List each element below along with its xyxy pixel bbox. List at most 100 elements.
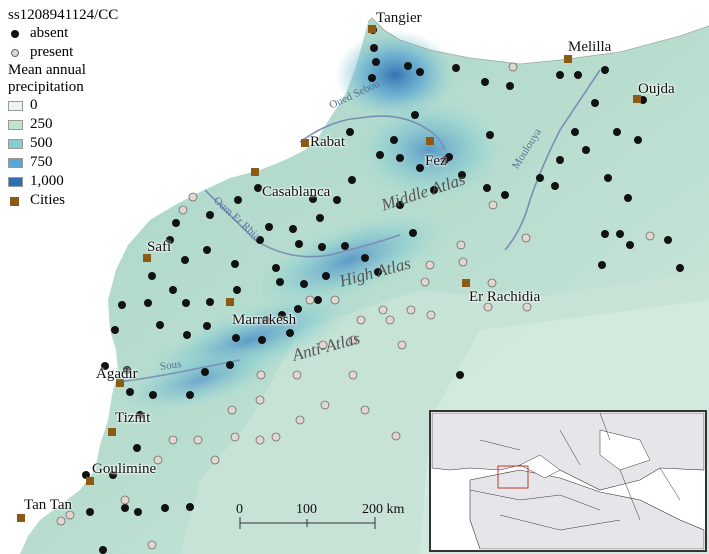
absent-site-marker bbox=[203, 246, 211, 254]
legend-precip-level: 500 bbox=[8, 134, 158, 153]
absent-site-marker bbox=[416, 164, 424, 172]
absent-site-marker bbox=[133, 444, 141, 452]
absent-site-marker bbox=[265, 223, 273, 231]
absent-site-marker bbox=[134, 508, 142, 516]
absent-site-marker bbox=[676, 264, 684, 272]
absent-site-marker bbox=[501, 191, 509, 199]
absent-site-marker bbox=[295, 240, 303, 248]
absent-site-marker bbox=[441, 156, 449, 164]
absent-site-marker bbox=[86, 508, 94, 516]
present-site-marker bbox=[256, 370, 266, 380]
present-site-marker bbox=[458, 257, 468, 267]
legend-precip-title-2: precipitation bbox=[8, 79, 84, 95]
city-marker-fez bbox=[426, 137, 434, 145]
absent-site-marker bbox=[456, 371, 464, 379]
absent-site-marker bbox=[506, 82, 514, 90]
legend-precip-level: 1,000 bbox=[8, 172, 158, 191]
absent-site-marker bbox=[233, 286, 241, 294]
absent-site-marker bbox=[316, 214, 324, 222]
absent-site-marker bbox=[118, 301, 126, 309]
present-site-marker bbox=[330, 295, 340, 305]
absent-site-marker bbox=[370, 44, 378, 52]
absent-site-marker bbox=[136, 411, 144, 419]
city-marker-melilla bbox=[564, 55, 572, 63]
present-site-marker bbox=[255, 395, 265, 405]
city-label-safi: Safi bbox=[147, 239, 172, 255]
absent-site-marker bbox=[234, 196, 242, 204]
present-site-marker bbox=[292, 370, 302, 380]
absent-dot-icon bbox=[11, 29, 19, 38]
absent-site-marker bbox=[276, 278, 284, 286]
city-marker-tangier bbox=[368, 25, 376, 33]
absent-site-marker bbox=[458, 171, 466, 179]
absent-site-marker bbox=[121, 504, 129, 512]
present-dot-icon bbox=[11, 48, 19, 57]
city-label-goulimine: Goulimine bbox=[92, 461, 157, 477]
absent-site-marker bbox=[376, 151, 384, 159]
absent-site-marker bbox=[289, 225, 297, 233]
legend: ss1208941124/CC absent present Mean annu… bbox=[8, 6, 158, 210]
absent-site-marker bbox=[486, 131, 494, 139]
present-site-marker bbox=[153, 455, 163, 465]
absent-site-marker bbox=[109, 471, 117, 479]
absent-site-marker bbox=[574, 71, 582, 79]
present-site-marker bbox=[295, 415, 305, 425]
present-site-marker bbox=[488, 200, 498, 210]
absent-site-marker bbox=[591, 99, 599, 107]
present-site-marker bbox=[305, 295, 315, 305]
present-site-marker bbox=[210, 455, 220, 465]
precip-swatch bbox=[8, 138, 23, 149]
absent-site-marker bbox=[634, 136, 642, 144]
present-site-marker bbox=[188, 192, 198, 202]
absent-site-marker bbox=[278, 311, 286, 319]
present-site-marker bbox=[56, 516, 66, 526]
absent-site-marker bbox=[149, 391, 157, 399]
present-site-marker bbox=[406, 305, 416, 315]
absent-site-marker bbox=[203, 322, 211, 330]
present-site-marker bbox=[521, 233, 531, 243]
present-site-marker bbox=[645, 231, 655, 241]
absent-site-marker bbox=[613, 128, 621, 136]
present-site-marker bbox=[508, 62, 518, 72]
city-label-melilla: Melilla bbox=[568, 39, 612, 55]
present-site-marker bbox=[255, 435, 265, 445]
world-inset-map-icon bbox=[432, 413, 704, 549]
absent-site-marker bbox=[314, 296, 322, 304]
precip-swatch bbox=[8, 157, 23, 168]
present-site-marker bbox=[487, 278, 497, 288]
present-site-marker bbox=[348, 370, 358, 380]
absent-site-marker bbox=[556, 71, 564, 79]
absent-site-marker bbox=[452, 64, 460, 72]
absent-site-marker bbox=[126, 388, 134, 396]
absent-site-marker bbox=[322, 272, 330, 280]
absent-site-marker bbox=[231, 260, 239, 268]
city-marker-casablanca bbox=[251, 168, 259, 176]
present-site-marker bbox=[65, 510, 75, 520]
city-marker-marrakesh bbox=[226, 298, 234, 306]
absent-site-marker bbox=[601, 66, 609, 74]
absent-site-marker bbox=[341, 242, 349, 250]
city-label-tiznit: Tiznit bbox=[115, 410, 151, 426]
precip-swatch bbox=[8, 176, 23, 187]
absent-site-marker bbox=[390, 136, 398, 144]
city-label-rabat: Rabat bbox=[310, 134, 345, 150]
absent-site-marker bbox=[186, 503, 194, 511]
absent-site-marker bbox=[318, 243, 326, 251]
absent-site-marker bbox=[616, 230, 624, 238]
absent-site-marker bbox=[144, 299, 152, 307]
absent-site-marker bbox=[309, 195, 317, 203]
absent-site-marker bbox=[346, 128, 354, 136]
absent-site-marker bbox=[483, 184, 491, 192]
absent-site-marker bbox=[201, 368, 209, 376]
city-label-fez: Fez bbox=[425, 153, 447, 169]
river-oum-er-rbia bbox=[204, 189, 401, 258]
absent-site-marker bbox=[156, 321, 164, 329]
city-square-icon bbox=[10, 196, 19, 206]
absent-site-marker bbox=[556, 156, 564, 164]
city-label-tan-tan: Tan Tan bbox=[24, 497, 73, 513]
absent-site-marker bbox=[294, 305, 302, 313]
legend-precip-level: 750 bbox=[8, 153, 158, 172]
absent-site-marker bbox=[123, 366, 131, 374]
city-label-er-rachidia: Er Rachidia bbox=[469, 289, 541, 305]
absent-site-marker bbox=[99, 546, 107, 554]
